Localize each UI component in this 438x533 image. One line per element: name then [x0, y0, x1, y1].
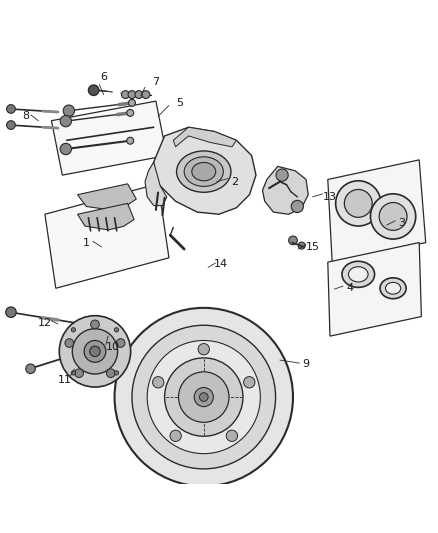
Ellipse shape [192, 163, 216, 181]
Circle shape [106, 369, 115, 377]
Circle shape [121, 91, 129, 99]
Circle shape [75, 369, 84, 377]
Circle shape [91, 320, 99, 329]
Circle shape [116, 338, 125, 348]
Circle shape [142, 91, 150, 99]
Polygon shape [78, 204, 134, 230]
Circle shape [7, 104, 15, 114]
Circle shape [226, 430, 237, 441]
Circle shape [71, 328, 76, 332]
Text: 14: 14 [214, 260, 228, 269]
Circle shape [71, 371, 76, 375]
Ellipse shape [385, 282, 401, 294]
Circle shape [170, 430, 181, 441]
Circle shape [135, 91, 143, 99]
Polygon shape [145, 162, 167, 206]
Text: 13: 13 [323, 192, 337, 202]
Circle shape [147, 341, 260, 454]
Circle shape [115, 308, 293, 486]
Circle shape [371, 194, 416, 239]
Circle shape [114, 328, 119, 332]
Circle shape [289, 236, 297, 245]
Circle shape [194, 387, 213, 407]
Polygon shape [328, 160, 426, 262]
Polygon shape [173, 127, 237, 147]
Circle shape [88, 85, 99, 95]
Text: 11: 11 [57, 375, 71, 385]
Circle shape [84, 341, 106, 362]
Text: 5: 5 [177, 98, 184, 108]
Text: 7: 7 [152, 77, 159, 86]
Circle shape [127, 109, 134, 116]
Polygon shape [51, 101, 167, 175]
Text: 12: 12 [38, 318, 52, 328]
Circle shape [152, 377, 164, 388]
Text: 6: 6 [100, 72, 107, 82]
Circle shape [60, 143, 71, 155]
Polygon shape [262, 166, 308, 214]
Text: 9: 9 [303, 359, 310, 369]
Circle shape [7, 120, 15, 130]
Text: 1: 1 [83, 238, 90, 247]
Ellipse shape [380, 278, 406, 298]
Circle shape [165, 358, 243, 436]
Circle shape [291, 200, 304, 213]
Circle shape [199, 393, 208, 401]
Ellipse shape [342, 261, 374, 287]
Circle shape [179, 372, 229, 422]
Circle shape [128, 99, 135, 107]
Circle shape [379, 203, 407, 230]
Ellipse shape [184, 157, 223, 187]
Text: 4: 4 [346, 283, 353, 293]
Polygon shape [328, 243, 421, 336]
Circle shape [198, 344, 209, 355]
Text: 8: 8 [22, 111, 29, 122]
Polygon shape [45, 184, 169, 288]
Circle shape [26, 364, 35, 374]
Text: 10: 10 [106, 342, 120, 352]
Ellipse shape [349, 266, 368, 282]
Circle shape [114, 371, 119, 375]
Circle shape [127, 137, 134, 144]
Circle shape [65, 338, 74, 348]
Polygon shape [152, 127, 256, 214]
Circle shape [59, 316, 131, 387]
Ellipse shape [177, 151, 231, 192]
Text: 2: 2 [231, 176, 238, 187]
Circle shape [72, 329, 117, 374]
Circle shape [132, 325, 276, 469]
Circle shape [60, 116, 71, 127]
Circle shape [128, 91, 136, 99]
Circle shape [336, 181, 381, 226]
Circle shape [244, 377, 255, 388]
Circle shape [276, 169, 288, 181]
Circle shape [90, 346, 100, 357]
Circle shape [298, 242, 305, 249]
Text: 3: 3 [398, 218, 405, 228]
Circle shape [344, 189, 372, 217]
Circle shape [6, 307, 16, 318]
Circle shape [63, 105, 74, 116]
Text: 15: 15 [306, 242, 320, 252]
Polygon shape [78, 184, 136, 210]
